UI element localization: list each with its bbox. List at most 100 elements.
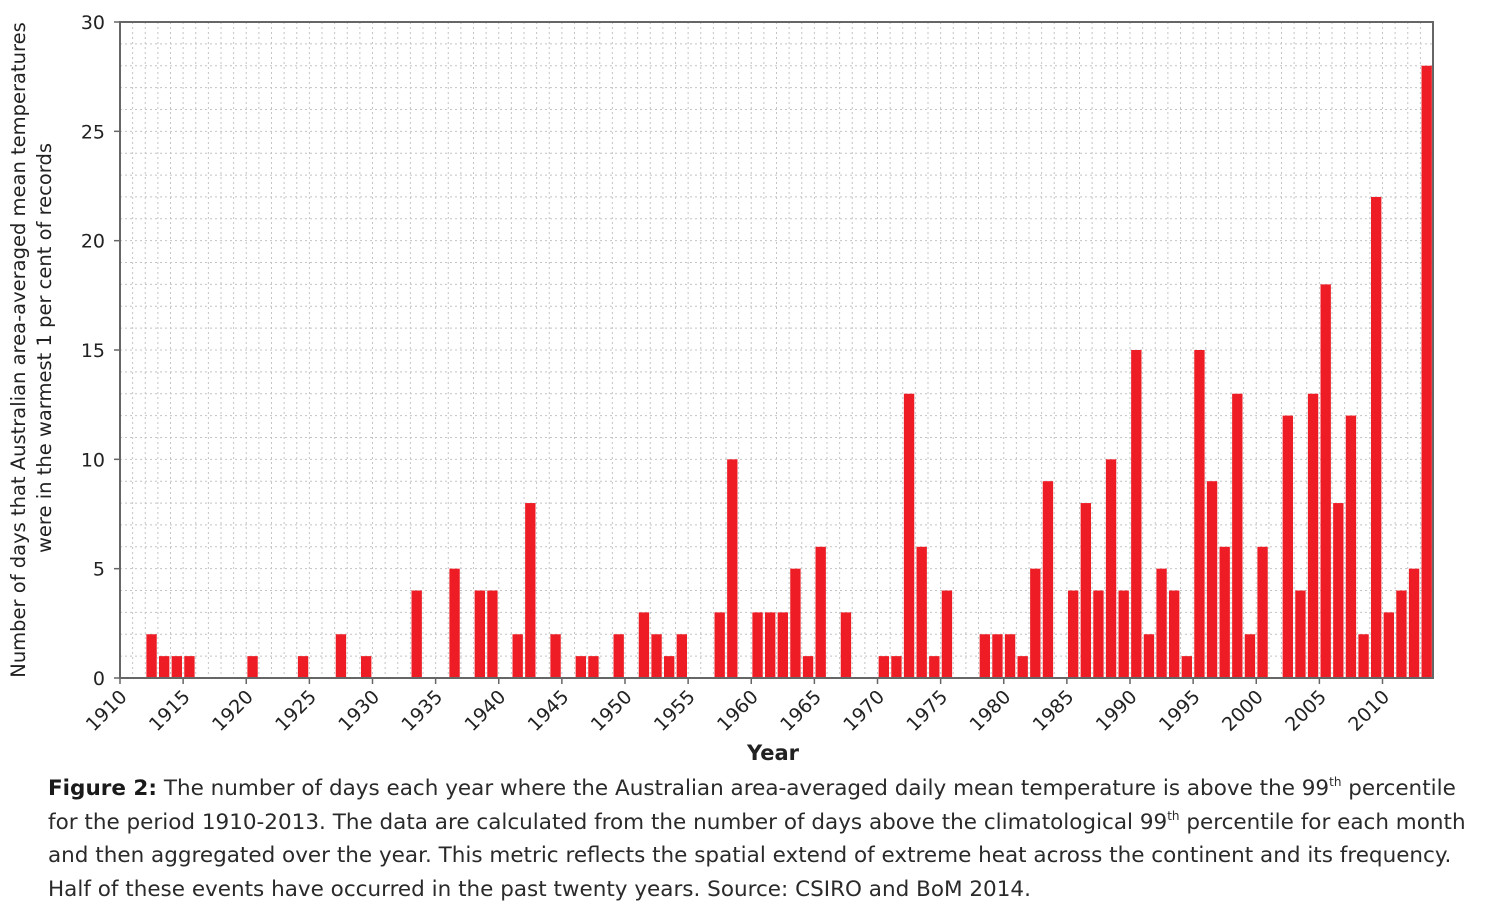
bar-1975 [941,590,953,678]
x-axis-title: Year [746,741,800,765]
bar-1962 [777,612,788,678]
bar-1989 [1118,590,1129,678]
bar-1929 [361,656,372,678]
bars-group [146,65,1432,678]
bar-1999 [1244,634,1256,678]
caption-superscript-2: th [1167,808,1180,823]
x-tick-label: 1975 [902,686,952,736]
caption-label: Figure 2: [48,776,157,801]
bar-1997 [1219,546,1230,678]
bar-1974 [929,656,940,678]
x-tick-label: 1970 [839,686,889,736]
x-tick-label: 1915 [145,686,195,736]
bar-1952 [651,634,662,678]
bar-1939 [487,590,498,678]
bar-1980 [1004,634,1016,678]
bar-2012 [1408,568,1420,678]
bar-1979 [992,634,1003,678]
y-tick-label: 5 [93,559,105,581]
bar-1920 [247,656,258,678]
bar-1961 [765,612,776,678]
bar-1938 [474,590,485,678]
grid-lines [120,22,1433,678]
bar-1960 [752,612,763,678]
bar-1981 [1017,656,1028,678]
x-axis-ticks: 1910 1915 1920 1925 1930 1935 1940 1945 1950 1955… [82,678,1394,736]
bar-1986 [1080,503,1091,678]
bar-1996 [1206,481,1218,678]
bar-1992 [1156,568,1167,678]
bar-1998 [1232,393,1243,678]
x-tick-label: 1985 [1029,686,1079,736]
x-tick-label: 1945 [524,686,574,736]
figure-caption: Figure 2: The number of days each year w… [48,772,1488,906]
y-axis-ticks: 0 5 10 15 20 25 30 [81,12,120,690]
bar-2008 [1358,634,1369,678]
y-tick-label: 20 [81,231,105,253]
bar-2010 [1383,612,1394,678]
caption-text-1: The number of days each year where the A… [156,776,1330,801]
x-tick-label: 1935 [397,686,447,736]
bar-1963 [790,568,801,678]
bar-2006 [1333,503,1344,678]
bar-1947 [588,656,599,678]
bar-1973 [916,546,927,678]
bar-1941 [512,634,523,678]
caption-text-2: percentile for the period 1910-2013. The… [48,776,1456,835]
bar-1983 [1042,481,1054,678]
y-tick-label: 0 [93,668,105,690]
bar-1964 [802,656,814,678]
bar-1971 [891,656,902,678]
bar-1953 [664,656,675,678]
bar-1958 [727,459,738,678]
bar-2007 [1345,415,1357,678]
bar-2009 [1371,196,1382,678]
bar-1942 [525,503,536,678]
x-tick-label: 1965 [776,686,826,736]
bar-2005 [1320,284,1331,678]
bar-1927 [335,634,347,678]
bar-1924 [297,656,309,678]
bar-1933 [411,590,422,678]
bar-1957 [714,612,725,678]
bar-1946 [575,656,586,678]
bar-1970 [878,656,889,678]
bar-1944 [550,634,561,678]
x-tick-label: 2005 [1281,686,1331,736]
bar-1951 [638,612,650,678]
bar-1988 [1105,459,1117,678]
bar-1936 [449,568,460,678]
bar-1982 [1030,568,1041,678]
bar-2002 [1282,415,1293,678]
bar-1985 [1068,590,1079,678]
caption-superscript-1: th [1329,775,1342,789]
bar-1965 [815,546,826,678]
x-tick-label: 1960 [713,686,763,736]
bar-1993 [1169,590,1180,678]
bar-chart: 0 5 10 15 20 25 30 1910 1915 1920 1925 1930 1935 194… [7,12,1434,765]
bar-1972 [903,393,915,678]
bar-1987 [1093,590,1104,678]
y-tick-label: 10 [81,449,105,471]
y-tick-label: 15 [81,340,105,362]
x-tick-label: 1950 [587,686,637,736]
x-tick-label: 1930 [334,686,384,736]
bar-1995 [1194,350,1205,678]
y-tick-label: 25 [81,121,105,143]
x-tick-label: 1995 [1155,686,1205,736]
bar-2011 [1396,590,1407,678]
x-tick-label: 1920 [208,686,258,736]
bar-2003 [1295,590,1306,678]
bar-1990 [1131,350,1142,678]
bar-1912 [146,634,157,678]
x-tick-label: 1940 [461,686,511,736]
caption-text-3: percentile for each month and then aggre… [48,809,1466,902]
bar-1978 [979,634,990,678]
y-tick-label: 30 [81,12,105,34]
bar-2013 [1421,65,1432,678]
y-axis-title-line-2: were in the warmest 1 per cent of record… [33,143,56,553]
x-tick-label: 1910 [82,686,132,736]
bar-1994 [1181,656,1192,678]
bar-1954 [676,634,687,678]
x-tick-label: 2010 [1344,686,1394,736]
